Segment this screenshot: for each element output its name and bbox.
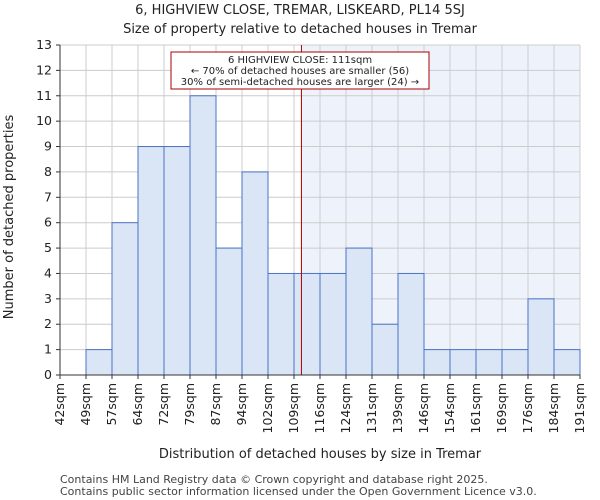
x-tick-label: 116sqm	[312, 383, 327, 433]
x-tick-label: 124sqm	[338, 383, 353, 433]
bar	[345, 247, 373, 376]
x-tick-label: 109sqm	[286, 383, 301, 433]
x-tick-label: 131sqm	[364, 383, 379, 433]
chart-title: 6, HIGHVIEW CLOSE, TREMAR, LISKEARD, PL1…	[135, 3, 465, 18]
annotation-line: 6 HIGHVIEW CLOSE: 111sqm	[228, 55, 372, 66]
bar	[111, 222, 139, 376]
x-tick-label: 154sqm	[442, 383, 457, 433]
bar	[215, 247, 243, 376]
y-tick-label: 11	[36, 88, 52, 103]
annotation-line: 30% of semi-detached houses are larger (…	[181, 77, 419, 88]
bar	[241, 171, 269, 376]
bar	[423, 349, 451, 376]
x-tick-label: 146sqm	[416, 383, 431, 433]
x-tick-label: 184sqm	[546, 383, 561, 433]
annotation-box	[170, 51, 430, 90]
bar	[319, 272, 347, 376]
bar	[397, 272, 425, 376]
bar	[137, 146, 165, 376]
y-tick-label: 6	[44, 215, 52, 230]
bar	[85, 349, 113, 376]
x-tick-label: 87sqm	[208, 383, 223, 426]
x-tick-label: 72sqm	[156, 383, 171, 426]
footer-line-1: Contains HM Land Registry data © Crown c…	[60, 473, 488, 486]
y-tick-label: 7	[44, 189, 52, 204]
annotation-line: ← 70% of detached houses are smaller (56…	[191, 66, 409, 77]
x-tick-label: 94sqm	[234, 383, 249, 426]
x-tick-label: 191sqm	[572, 383, 587, 433]
x-tick-label: 176sqm	[520, 383, 535, 433]
x-tick-label: 161sqm	[468, 383, 483, 433]
bar	[267, 272, 295, 376]
bars	[85, 95, 581, 376]
y-tick-label: 0	[44, 367, 52, 382]
footer-line-2: Contains public sector information licen…	[60, 485, 537, 498]
x-tick-label: 42sqm	[52, 383, 67, 426]
y-tick-label: 2	[44, 316, 52, 331]
bar	[527, 298, 555, 376]
bar	[553, 349, 581, 376]
x-axis-label: Distribution of detached houses by size …	[159, 447, 482, 462]
x-tick-label: 102sqm	[260, 383, 275, 433]
x-tick-label: 49sqm	[78, 383, 93, 426]
marker: 6 HIGHVIEW CLOSE: 111sqm← 70% of detache…	[170, 45, 430, 375]
y-tick-label: 8	[44, 164, 52, 179]
x-tick-label: 79sqm	[182, 383, 197, 426]
y-tick-label: 13	[36, 37, 52, 52]
bar	[163, 146, 191, 376]
y-tick-label: 10	[36, 113, 52, 128]
x-tick-label: 57sqm	[104, 383, 119, 426]
x-tick-label: 139sqm	[390, 383, 405, 433]
bar	[371, 323, 399, 376]
y-tick-label: 9	[44, 139, 52, 154]
x-ticks: 42sqm 49sqm 57sqm 64sqm 72sqm 79sqm 87sqm 94sqm…	[52, 375, 587, 433]
y-tick-label: 1	[44, 342, 52, 357]
chart-subtitle: Size of property relative to detached ho…	[123, 22, 478, 37]
bar	[293, 272, 321, 376]
x-tick-label: 169sqm	[494, 383, 509, 433]
y-tick-label: 12	[36, 62, 52, 77]
x-tick-label: 64sqm	[130, 383, 145, 426]
bar	[501, 349, 529, 376]
y-tick-label: 4	[44, 265, 52, 280]
y-axis-label: Number of detached properties	[2, 115, 17, 320]
bar	[475, 349, 503, 376]
y-tick-label: 5	[44, 240, 52, 255]
bar	[189, 95, 217, 376]
y-tick-label: 3	[44, 291, 52, 306]
bar	[449, 349, 477, 376]
